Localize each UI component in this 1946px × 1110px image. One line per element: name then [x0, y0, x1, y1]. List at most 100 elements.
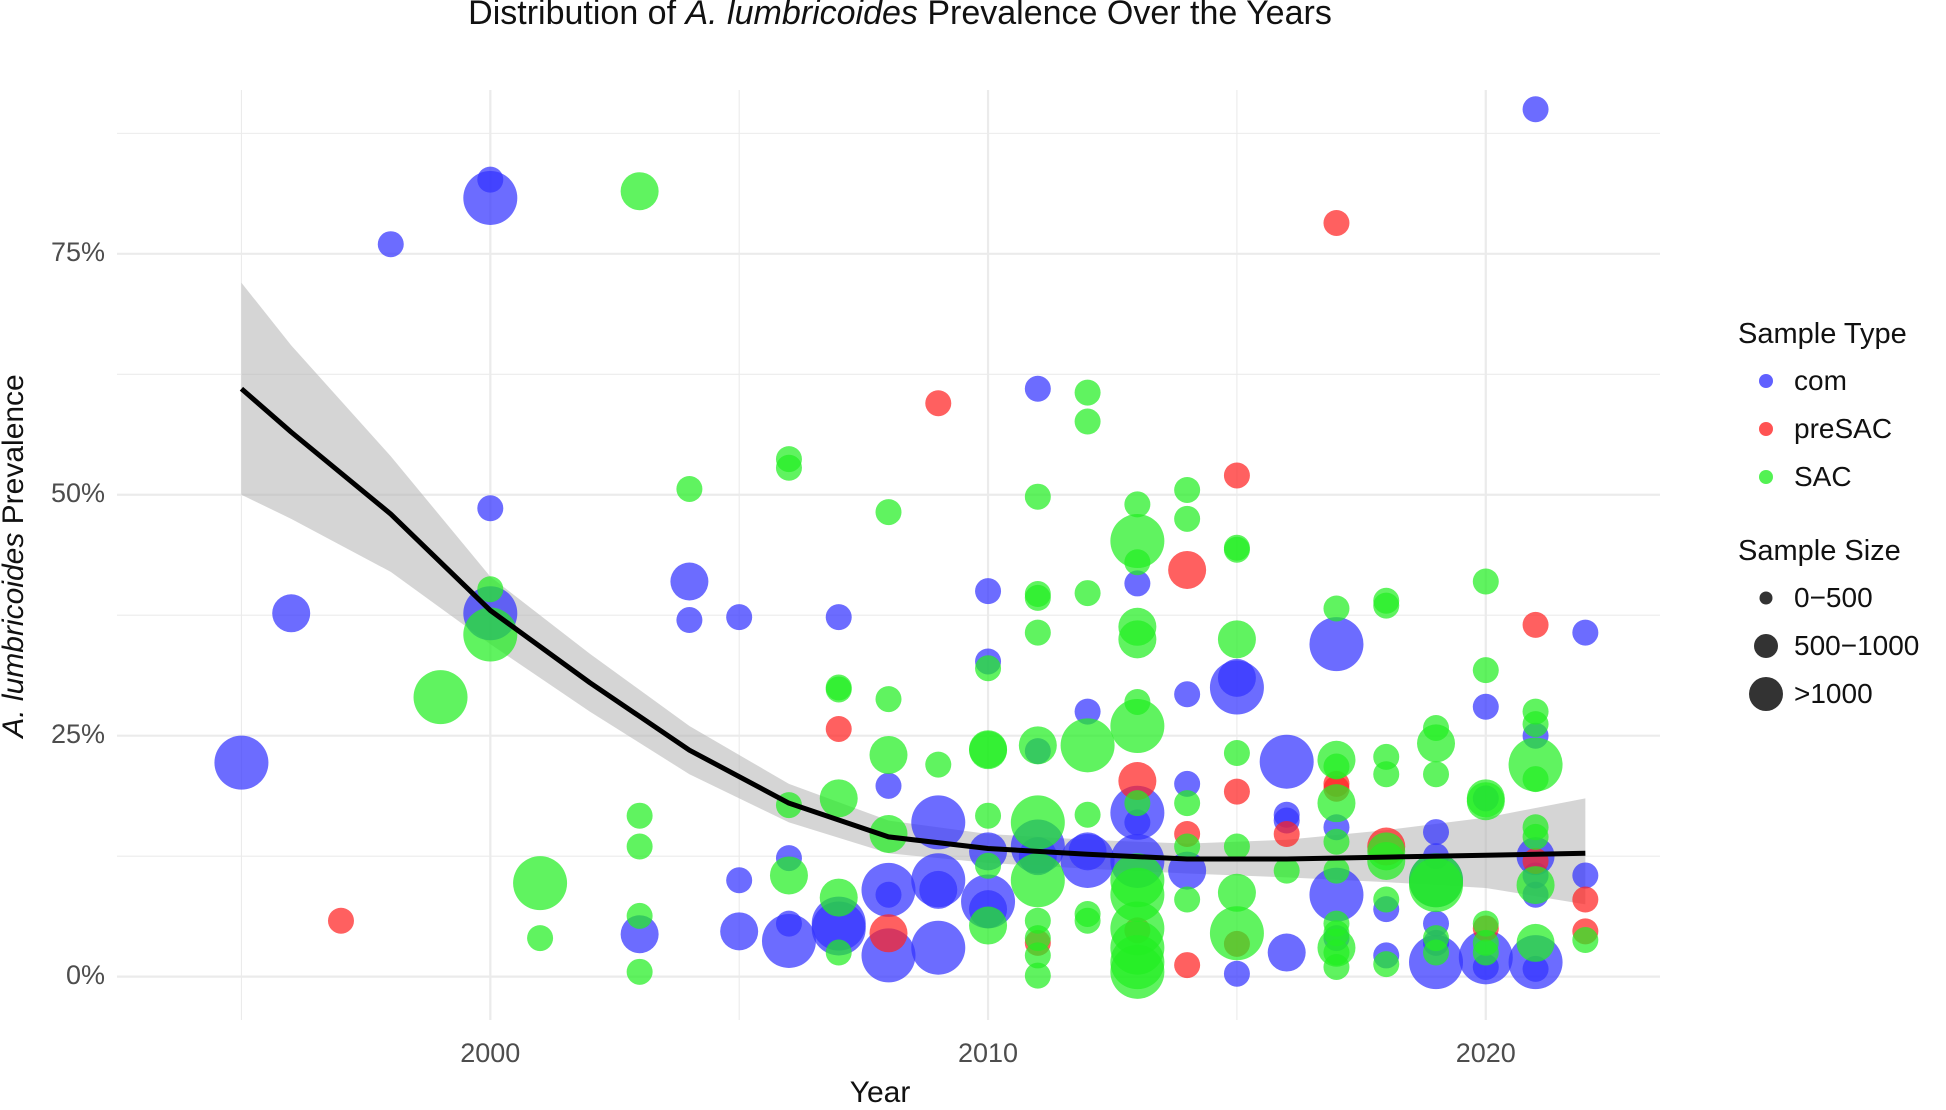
point-SAC: [819, 779, 858, 818]
point-SAC: [1522, 766, 1549, 793]
point-com: [911, 920, 966, 975]
confidence-band: [241, 282, 1586, 905]
point-SAC: [1124, 549, 1151, 576]
point-SAC: [1273, 857, 1300, 884]
legend-swatch: [1759, 422, 1773, 436]
point-SAC: [1223, 833, 1250, 860]
point-SAC: [825, 676, 852, 703]
point-com: [1209, 660, 1264, 715]
point-SAC: [1373, 761, 1400, 788]
point-SAC: [775, 454, 802, 481]
point-SAC: [1010, 795, 1065, 850]
legend-size-item: >1000: [1738, 670, 1938, 718]
point-SAC: [1024, 619, 1051, 646]
point-preSAC: [1118, 761, 1157, 800]
point-com: [825, 604, 852, 631]
point-SAC: [1110, 514, 1165, 569]
point-com: [1223, 960, 1250, 987]
point-SAC: [1174, 886, 1201, 913]
point-com: [1174, 770, 1201, 797]
point-SAC: [875, 686, 902, 713]
point-preSAC: [825, 715, 852, 742]
point-SAC: [769, 856, 808, 895]
legend-label: com: [1794, 365, 1847, 396]
point-SAC: [875, 499, 902, 526]
y-tick-label: 50%: [50, 477, 105, 508]
point-com: [1472, 693, 1499, 720]
point-SAC: [1110, 699, 1165, 754]
point-com: [1074, 698, 1101, 725]
point-SAC: [1317, 784, 1356, 823]
point-com: [670, 562, 709, 601]
point-SAC: [1516, 866, 1555, 905]
point-SAC: [1074, 408, 1101, 435]
legend-swatch: [1759, 374, 1773, 388]
point-SAC: [975, 655, 1002, 682]
point-com: [726, 604, 753, 631]
point-SAC: [620, 172, 659, 211]
point-preSAC: [1273, 821, 1300, 847]
point-SAC: [975, 802, 1002, 829]
point-SAC: [1417, 724, 1456, 763]
point-com: [377, 231, 404, 258]
point-SAC: [1409, 858, 1464, 913]
point-SAC: [1010, 853, 1065, 908]
legend-type-title: Sample Type: [1738, 318, 1907, 350]
point-SAC: [1024, 584, 1051, 611]
x-tick-label: 2010: [958, 1038, 1019, 1068]
point-SAC: [477, 576, 504, 603]
point-SAC: [1060, 718, 1115, 773]
legend-item-com: com: [1738, 357, 1938, 405]
point-SAC: [1174, 505, 1201, 532]
point-SAC: [1209, 906, 1264, 961]
point-SAC: [825, 939, 852, 966]
point-SAC: [626, 958, 653, 985]
legend-item-SAC: SAC: [1738, 453, 1938, 501]
point-SAC: [1323, 828, 1350, 855]
point-com: [911, 795, 966, 850]
point-SAC: [925, 751, 952, 778]
legend-swatch: [1759, 470, 1773, 484]
point-com: [761, 913, 816, 968]
point-preSAC: [1174, 952, 1201, 979]
point-com: [875, 772, 902, 799]
point-SAC: [1423, 761, 1450, 788]
confidence-band-group: [241, 282, 1586, 905]
x-tick-label: 2000: [460, 1038, 521, 1068]
chart-title: Distribution of A. lumbricoides Prevalen…: [468, 0, 1332, 32]
point-com: [975, 578, 1002, 605]
point-SAC: [1223, 536, 1250, 563]
point-preSAC: [1223, 778, 1250, 805]
point-SAC: [513, 856, 568, 911]
point-com: [726, 867, 753, 894]
point-com: [1423, 819, 1450, 846]
point-SAC: [1118, 620, 1157, 659]
point-com: [919, 870, 958, 909]
point-com: [1267, 933, 1306, 972]
point-preSAC: [869, 914, 908, 953]
legend-item-preSAC: preSAC: [1738, 405, 1938, 453]
point-SAC: [626, 833, 653, 860]
y-tick-label: 25%: [50, 718, 105, 749]
point-SAC: [1572, 927, 1599, 954]
point-preSAC: [1168, 550, 1207, 589]
point-preSAC: [925, 390, 952, 417]
point-com: [1259, 734, 1314, 789]
y-tick-label: 75%: [50, 236, 105, 267]
point-com: [477, 495, 504, 522]
y-tick-label: 0%: [65, 959, 105, 990]
point-SAC: [1472, 939, 1499, 966]
point-SAC: [869, 735, 908, 774]
point-SAC: [1124, 790, 1151, 817]
point-SAC: [1323, 595, 1350, 622]
point-SAC: [1373, 592, 1400, 619]
legend-label: preSAC: [1794, 413, 1893, 444]
point-SAC: [1074, 580, 1101, 607]
point-SAC: [975, 852, 1002, 879]
point-SAC: [1472, 910, 1499, 937]
point-com: [1060, 833, 1115, 888]
point-SAC: [626, 802, 653, 829]
point-com: [811, 901, 866, 956]
point-com: [1572, 862, 1599, 889]
point-com: [1309, 617, 1364, 672]
